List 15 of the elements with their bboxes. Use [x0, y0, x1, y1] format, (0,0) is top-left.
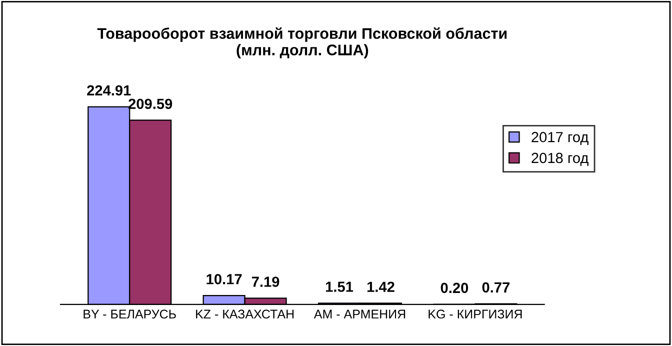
data-label: 209.59: [128, 98, 172, 110]
x-tick-label: KG - КИРГИЗИЯ: [428, 310, 522, 319]
x-tick-label: BY - БЕЛАРУСЬ: [84, 310, 176, 319]
x-tick-label: AM - АРМЕНИЯ: [314, 310, 406, 318]
data-label: 0.20: [440, 282, 468, 294]
chart-title: Товарооборот взаимной торговли Псковской области (млн. долл. США): [97, 27, 507, 58]
legend-label: 2018 год: [532, 152, 588, 166]
data-label: 1.42: [367, 282, 394, 292]
legend-label: 2017 год: [532, 132, 588, 146]
data-label: 7.19: [252, 276, 280, 287]
data-label: 10.17: [206, 274, 242, 284]
data-label: 0.77: [482, 282, 510, 293]
data-label: 224.91: [87, 85, 131, 96]
data-label: 1.51: [326, 282, 354, 292]
x-tick-label: KZ - КАЗАХСТАН: [196, 310, 294, 319]
